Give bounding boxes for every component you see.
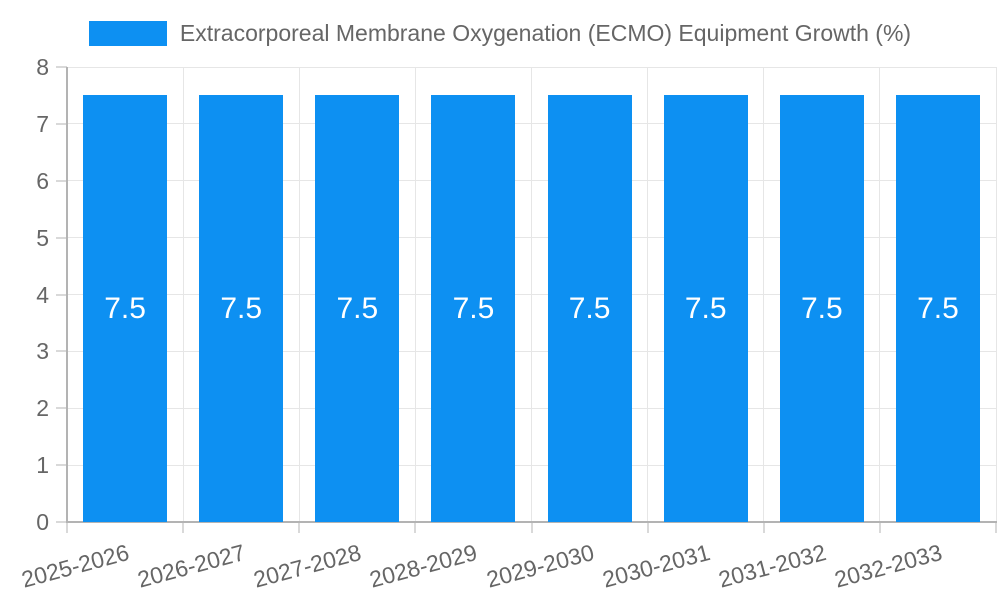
x-tick-mark [182, 522, 185, 533]
y-tick-mark [56, 521, 67, 523]
y-tick-mark [56, 179, 67, 182]
bar[interactable] [779, 95, 864, 522]
y-axis-line [66, 67, 68, 522]
x-tick-mark [66, 522, 68, 533]
x-tick-mark [878, 522, 881, 533]
y-tick-mark [56, 293, 67, 296]
x-tick-mark [995, 522, 997, 533]
bar[interactable] [431, 95, 516, 522]
y-axis-tick-label: 5 [36, 224, 49, 251]
bar[interactable] [83, 95, 168, 522]
y-tick-mark [56, 464, 67, 467]
x-tick-mark [762, 522, 765, 533]
y-axis-tick-label: 4 [36, 281, 49, 308]
legend-item[interactable]: Extracorporeal Membrane Oxygenation (ECM… [0, 20, 1000, 47]
y-axis-tick-label: 1 [36, 452, 49, 479]
y-tick-mark [56, 122, 67, 125]
legend-swatch [88, 21, 167, 46]
gridline-vertical [182, 67, 184, 522]
bar[interactable] [199, 95, 284, 522]
x-tick-mark [414, 522, 417, 533]
y-axis-tick-label: 0 [36, 509, 49, 535]
bar[interactable] [895, 95, 980, 522]
y-axis-tick-label: 6 [36, 167, 49, 194]
x-tick-mark [298, 522, 301, 533]
gridline-vertical [879, 67, 881, 522]
gridline-vertical [995, 67, 997, 522]
y-axis-tick-label: 3 [36, 338, 49, 365]
bar[interactable] [315, 95, 400, 522]
y-tick-mark [56, 66, 67, 68]
x-tick-mark [530, 522, 533, 533]
gridline-vertical [298, 67, 300, 522]
y-tick-mark [56, 407, 67, 410]
gridline-vertical [531, 67, 532, 522]
gridline-vertical [414, 67, 416, 522]
legend-label: Extracorporeal Membrane Oxygenation (ECM… [179, 20, 912, 46]
x-tick-mark [646, 522, 649, 533]
bar[interactable] [547, 95, 632, 522]
gridline-vertical [763, 67, 765, 522]
y-tick-mark [56, 350, 67, 353]
y-axis-tick-label: 2 [36, 395, 49, 422]
x-axis-line [66, 521, 997, 523]
bar[interactable] [663, 95, 748, 522]
gridline-vertical [647, 67, 649, 522]
y-axis-tick-label: 8 [36, 54, 49, 80]
y-axis-tick-label: 7 [36, 110, 49, 137]
y-tick-mark [56, 236, 67, 239]
